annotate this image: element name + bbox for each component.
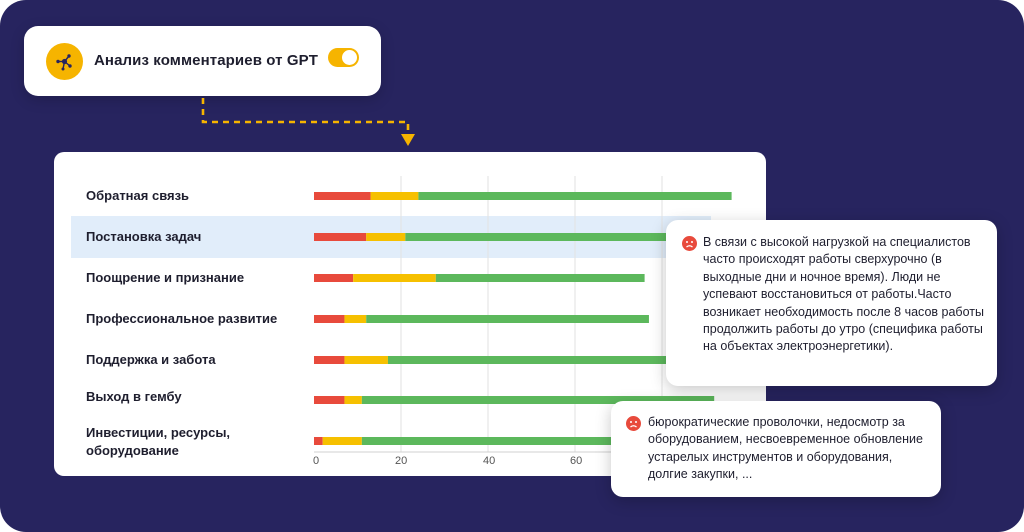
sad-face-icon <box>626 416 641 431</box>
gpt-analysis-label: Анализ комментариев от GPT <box>94 52 319 69</box>
bar-segment[interactable] <box>366 315 649 323</box>
sad-face-icon <box>682 236 697 251</box>
bar-segment[interactable] <box>344 356 388 364</box>
toggle-knob <box>342 50 357 65</box>
bar-segment[interactable] <box>344 315 367 323</box>
bar-segment[interactable] <box>361 437 689 445</box>
bar-segment[interactable] <box>322 437 362 445</box>
bar-segment[interactable] <box>314 356 345 364</box>
category-label: Постановка задач <box>86 229 202 244</box>
bar-segment[interactable] <box>361 396 715 404</box>
comment-text: бюрократические проволочки, недосмотр за… <box>648 415 923 482</box>
category-label: Выход в гембу <box>86 389 182 404</box>
x-tick-label: 20 <box>395 455 408 467</box>
bar-segment[interactable] <box>366 233 406 241</box>
bar-segment[interactable] <box>314 396 345 404</box>
category-label: Инвестиции, ресурсы, оборудование <box>86 425 231 458</box>
gpt-analysis-toggle[interactable] <box>328 48 359 67</box>
x-tick-label: 60 <box>570 455 583 467</box>
comment-card: бюрократические проволочки, недосмотр за… <box>611 401 941 497</box>
bar-segment[interactable] <box>314 437 323 445</box>
category-label: Профессиональное развитие <box>86 311 278 326</box>
x-tick-label: 0 <box>313 455 320 467</box>
bar-segment[interactable] <box>314 192 371 200</box>
bar-segment[interactable] <box>435 274 645 282</box>
bar-segment[interactable] <box>353 274 436 282</box>
x-tick-label: 40 <box>483 455 496 467</box>
bar-segment[interactable] <box>387 356 741 364</box>
category-label: Поощрение и признание <box>86 270 245 285</box>
bar-segment[interactable] <box>314 315 345 323</box>
bar-segment[interactable] <box>418 192 732 200</box>
comment-card: В связи с высокой нагрузкой на специалис… <box>666 220 997 386</box>
bar-segment[interactable] <box>314 274 354 282</box>
comment-text: В связи с высокой нагрузкой на специалис… <box>703 235 984 354</box>
bar-segment[interactable] <box>405 233 754 241</box>
bar-segment[interactable] <box>344 396 362 404</box>
bar-segment[interactable] <box>370 192 419 200</box>
bar-segment[interactable] <box>314 233 367 241</box>
category-label: Поддержка и забота <box>86 352 216 367</box>
gpt-analysis-card: Анализ комментариев от GPT <box>24 26 381 96</box>
category-label: Обратная связь <box>86 188 190 203</box>
network-icon <box>46 43 83 80</box>
